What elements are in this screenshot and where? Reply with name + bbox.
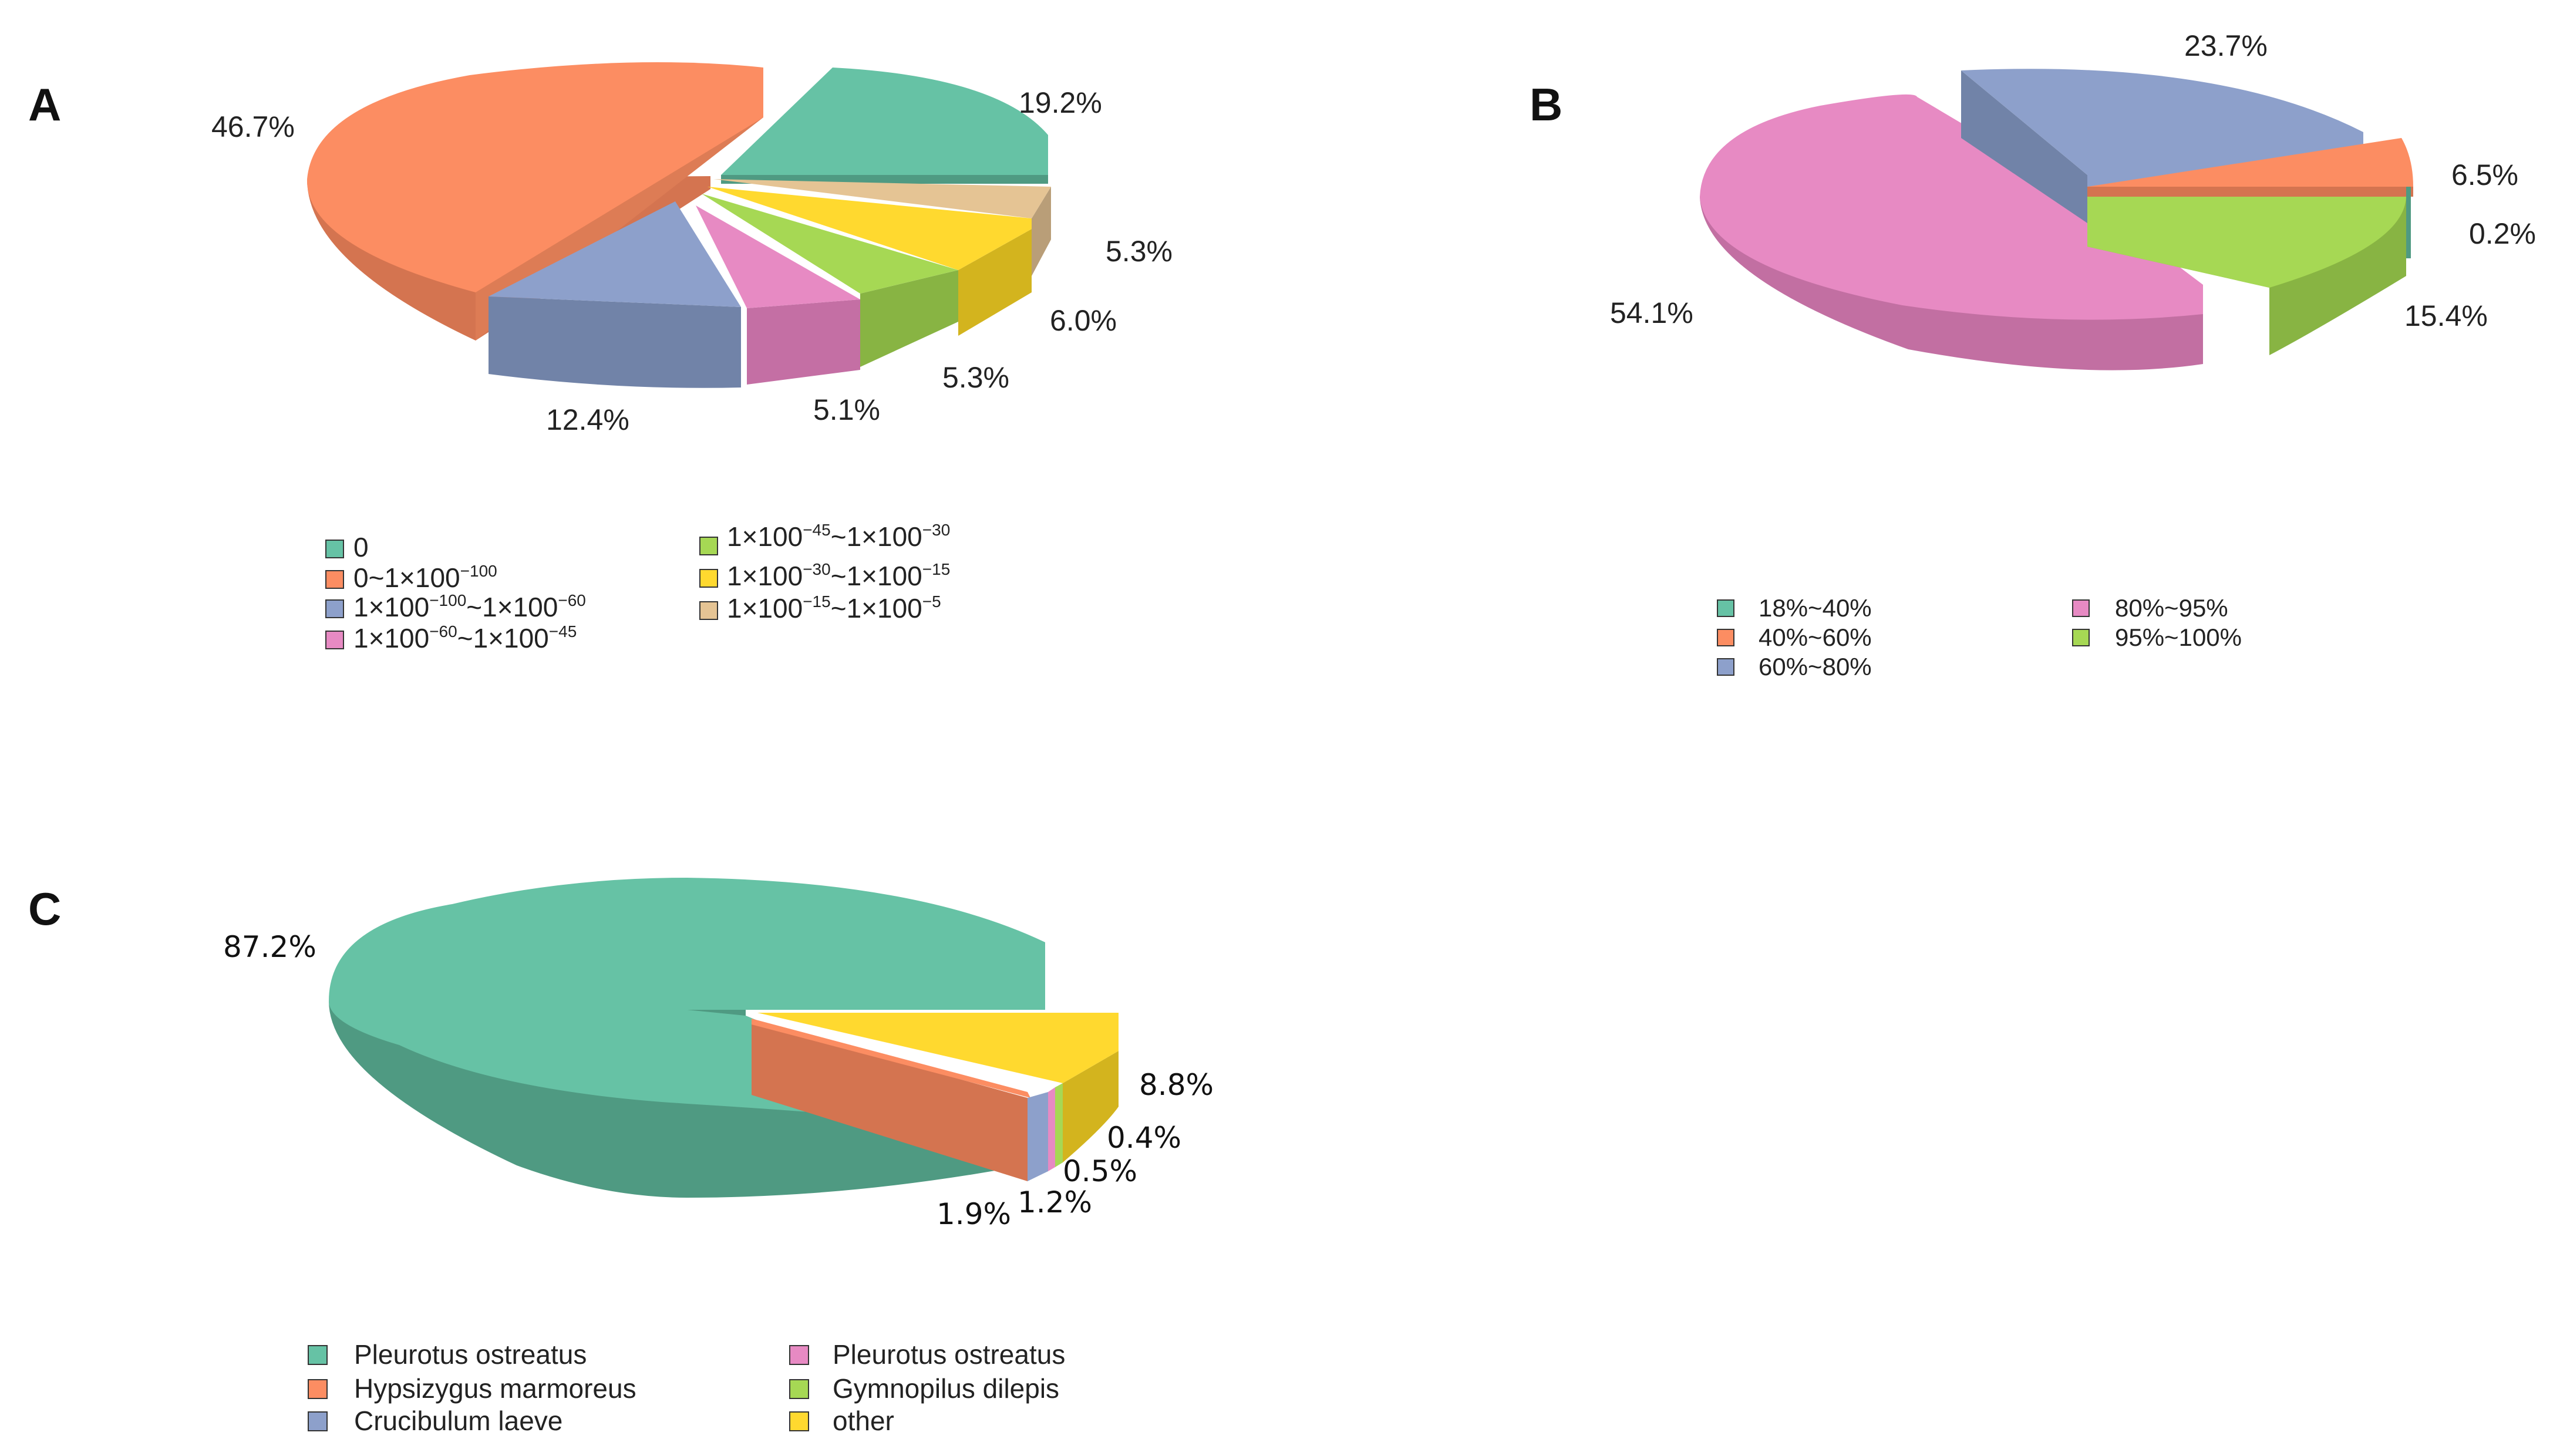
legend-b-swatch-4 (2072, 629, 2090, 646)
legend-a-swatch-1 (325, 570, 344, 589)
slice-a-5 (708, 187, 1032, 336)
legend-c-label-3: Pleurotus ostreatus (833, 1339, 1065, 1370)
legend-b-swatch-0 (1717, 599, 1734, 617)
label-b-2: 23.7% (2184, 29, 2268, 62)
label-a-1: 46.7% (211, 110, 295, 143)
legend-a-label-3: 1×100−60~1×100−45 (353, 622, 577, 653)
legend-b-label-1: 40%~60% (1759, 623, 1872, 651)
legend-a-item-4: 1×100−45~1×100−30 (699, 521, 950, 555)
legend-a-item-0: 0 (325, 532, 369, 562)
label-b-0: 0.2% (2469, 217, 2536, 250)
legend-c-item-1: Hypsizygus marmoreus (308, 1373, 636, 1404)
slice-c-4 (1055, 1083, 1063, 1167)
legend-b-swatch-3 (2072, 599, 2090, 617)
panel-letter-a: A (28, 79, 61, 130)
legend-c: Pleurotus ostreatus Hypsizygus marmoreus… (308, 1339, 1065, 1436)
slice-b-0 (2406, 187, 2411, 258)
legend-c-swatch-4 (789, 1379, 809, 1399)
slice-c-3 (1048, 1087, 1055, 1171)
legend-a-swatch-4 (699, 537, 718, 555)
legend-c-item-2: Crucibulum laeve (308, 1406, 562, 1436)
chart-a: 19.2% 46.7% 12.4% 5.1% 5.3% 6.0% 5.3% (211, 62, 1173, 436)
slice-a-3 (696, 205, 860, 385)
slice-a-2 (489, 201, 741, 388)
legend-a-label-0: 0 (353, 532, 369, 562)
legend-b-swatch-2 (1717, 658, 1734, 676)
slice-b-4 (2087, 197, 2406, 355)
slice-b-1 (2087, 138, 2413, 197)
slice-b-3 (1700, 94, 2203, 370)
legend-c-label-4: Gymnopilus dilepis (833, 1373, 1059, 1404)
label-c-1: 1.9% (937, 1197, 1011, 1231)
legend-c-swatch-1 (308, 1379, 328, 1399)
label-c-0: 87.2% (223, 930, 316, 964)
legend-a-item-2: 1×100−100~1×100−60 (325, 591, 586, 622)
chart-b: 23.7% 6.5% 0.2% 15.4% 54.1% (1610, 29, 2536, 370)
legend-b-label-2: 60%~80% (1759, 653, 1872, 680)
legend-b-swatch-1 (1717, 629, 1734, 646)
legend-c-item-5: other (789, 1406, 894, 1436)
legend-a-item-6: 1×100−15~1×100−5 (699, 592, 941, 623)
legend-a-item-1: 0~1×100−100 (325, 562, 497, 593)
legend-c-swatch-5 (789, 1411, 809, 1431)
legend-a-label-5: 1×100−30~1×100−15 (727, 560, 950, 591)
label-c-5: 8.8% (1139, 1068, 1214, 1102)
legend-b-label-0: 18%~40% (1759, 594, 1872, 622)
legend-a-item-3: 1×100−60~1×100−45 (325, 622, 577, 653)
slice-a-6 (713, 179, 1051, 276)
chart-c: 87.2% 8.8% 0.4% 0.5% 1.2% 1.9% (223, 878, 1214, 1231)
panel-letter-c: C (28, 883, 61, 935)
label-a-5: 6.0% (1050, 304, 1117, 337)
legend-c-item-3: Pleurotus ostreatus (789, 1339, 1065, 1370)
legend-a-label-4: 1×100−45~1×100−30 (727, 521, 950, 552)
slice-a-4 (702, 194, 958, 367)
label-b-4: 15.4% (2404, 299, 2488, 332)
legend-a-swatch-5 (699, 569, 718, 588)
label-c-3: 0.5% (1063, 1154, 1137, 1188)
legend-c-item-0: Pleurotus ostreatus (308, 1339, 587, 1370)
legend-c-item-4: Gymnopilus dilepis (789, 1373, 1059, 1404)
legend-a-swatch-6 (699, 601, 718, 620)
legend-b-item-2: 60%~80% (1717, 653, 1872, 680)
legend-c-label-0: Pleurotus ostreatus (354, 1339, 587, 1370)
label-c-2: 1.2% (1018, 1185, 1092, 1219)
legend-b-item-1: 40%~60% (1717, 623, 1872, 651)
legend-c-swatch-3 (789, 1345, 809, 1365)
label-c-4: 0.4% (1107, 1121, 1181, 1155)
legend-b-label-3: 80%~95% (2115, 594, 2228, 622)
label-a-4: 5.3% (942, 361, 1009, 394)
legend-b: 18%~40% 40%~60% 60%~80% 80%~95% 95%~100% (1717, 594, 2242, 680)
legend-c-label-2: Crucibulum laeve (354, 1406, 562, 1436)
legend-c-swatch-2 (308, 1411, 328, 1431)
legend-a-label-6: 1×100−15~1×100−5 (727, 592, 941, 623)
legend-a-swatch-0 (325, 540, 344, 558)
label-a-0: 19.2% (1019, 86, 1102, 119)
slice-c-5 (757, 1013, 1119, 1162)
legend-c-label-5: other (833, 1406, 894, 1436)
label-a-2: 12.4% (546, 403, 629, 436)
label-a-3: 5.1% (813, 393, 880, 426)
legend-a-label-2: 1×100−100~1×100−60 (353, 591, 586, 622)
label-b-1: 6.5% (2451, 159, 2518, 191)
label-a-6: 5.3% (1106, 235, 1173, 268)
panel-letter-b: B (1530, 79, 1562, 130)
legend-b-item-3: 80%~95% (2072, 594, 2228, 622)
slice-c-1 (752, 1019, 1030, 1181)
legend-a-label-1: 0~1×100−100 (353, 562, 497, 593)
slice-c-2 (1028, 1092, 1048, 1181)
label-b-3: 54.1% (1610, 296, 1693, 329)
legend-c-label-1: Hypsizygus marmoreus (354, 1373, 636, 1404)
legend-b-item-4: 95%~100% (2072, 623, 2242, 651)
legend-a: 0 0~1×100−100 1×100−100~1×100−60 1×100−6… (325, 521, 950, 653)
legend-a-swatch-3 (325, 631, 344, 649)
legend-b-item-0: 18%~40% (1717, 594, 1872, 622)
legend-a-swatch-2 (325, 599, 344, 618)
legend-b-label-4: 95%~100% (2115, 623, 2242, 651)
legend-c-swatch-0 (308, 1345, 328, 1365)
legend-a-item-5: 1×100−30~1×100−15 (699, 560, 950, 591)
